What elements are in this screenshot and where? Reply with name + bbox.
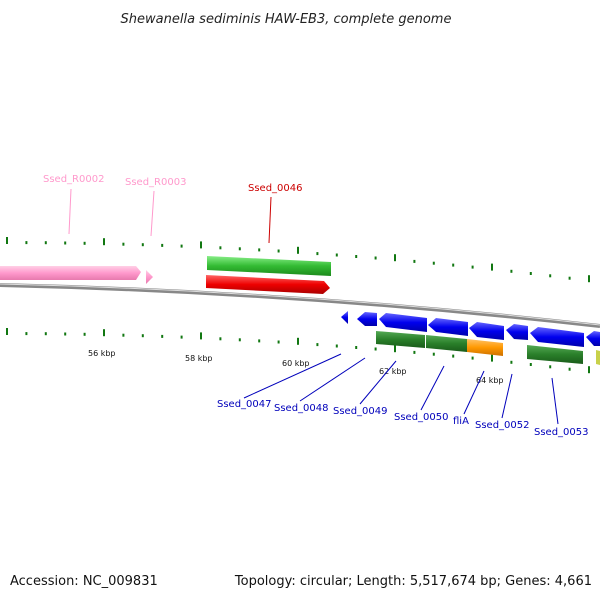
accession-text: Accession: NC_009831 (10, 574, 158, 589)
leader-line-ssed-r0002 (68, 188, 72, 235)
genome-backbone (0, 283, 600, 328)
leader-line-ssed-0048 (299, 357, 366, 402)
scale-label-60kbp: 60 kbp (282, 359, 310, 368)
scale-label-56kbp: 56 kbp (88, 349, 116, 358)
gene-bar-ssed-0053[interactable] (530, 327, 584, 347)
gene-label-ssed-0047[interactable]: Ssed_0047 (217, 399, 272, 410)
gene-label-ssed-r0003[interactable]: Ssed_R0003 (125, 177, 186, 188)
gene-label-ssed-r0002[interactable]: Ssed_R0002 (43, 174, 104, 185)
gene-bar-ssed-r0002[interactable] (0, 266, 141, 280)
scale-label-58kbp: 58 kbp (185, 354, 213, 363)
scale-label-64kbp: 64 kbp (476, 376, 504, 385)
leader-line-ssed-0053 (551, 377, 559, 425)
upper-tick-row (6, 237, 590, 283)
leader-line-flia (463, 370, 485, 415)
leader-line-ssed-0046 (268, 196, 272, 244)
lower-tick-row (6, 328, 590, 374)
gene-bar-flia[interactable] (469, 322, 504, 340)
gene-bar-ssed-r0003[interactable] (146, 270, 153, 284)
genome-title: Shewanella sediminis HAW-EB3, complete g… (121, 12, 452, 27)
gene-bar-ssed-0046[interactable] (206, 275, 330, 294)
scale-label-62kbp: 62 kbp (379, 367, 407, 376)
leader-line-ssed-r0003 (150, 190, 155, 237)
gene-label-ssed-0049[interactable]: Ssed_0049 (333, 406, 388, 417)
cds-bar-ssed-0053[interactable] (527, 345, 583, 364)
gene-label-ssed-0053[interactable]: Ssed_0053 (534, 427, 589, 438)
genome-backbone-highlight (0, 283, 600, 326)
leader-line-ssed-0047 (243, 353, 342, 399)
gene-bar-ssed-0046-cds[interactable] (207, 256, 331, 276)
cds-bar-ssed-0049[interactable] (376, 331, 425, 348)
gene-bar-ssed-0048[interactable] (357, 312, 377, 326)
leader-line-ssed-0052 (501, 373, 513, 419)
gene-label-ssed-0046[interactable]: Ssed_0046 (248, 183, 303, 194)
topology-text: Topology: circular; Length: 5,517,674 bp… (234, 574, 592, 589)
gene-bar-partial[interactable] (586, 331, 600, 346)
leader-line-ssed-0050 (420, 365, 445, 411)
gene-bar-ssed-0049[interactable] (379, 313, 427, 332)
leader-line-ssed-0049 (359, 360, 397, 405)
gene-label-ssed-0050[interactable]: Ssed_0050 (394, 412, 449, 423)
gene-label-ssed-0052[interactable]: Ssed_0052 (475, 420, 530, 431)
gene-label-flia[interactable]: fliA (453, 416, 469, 427)
gene-bar-ssed-0052[interactable] (506, 324, 528, 340)
cds-bar-flia[interactable] (467, 339, 503, 356)
cds-bar-ssed-0050[interactable] (426, 335, 467, 352)
gene-bar-ssed-0047[interactable] (341, 311, 348, 324)
gene-bar-ssed-0050[interactable] (428, 318, 468, 336)
cds-bar-partial[interactable] (596, 350, 600, 365)
gene-label-ssed-0048[interactable]: Ssed_0048 (274, 403, 329, 414)
